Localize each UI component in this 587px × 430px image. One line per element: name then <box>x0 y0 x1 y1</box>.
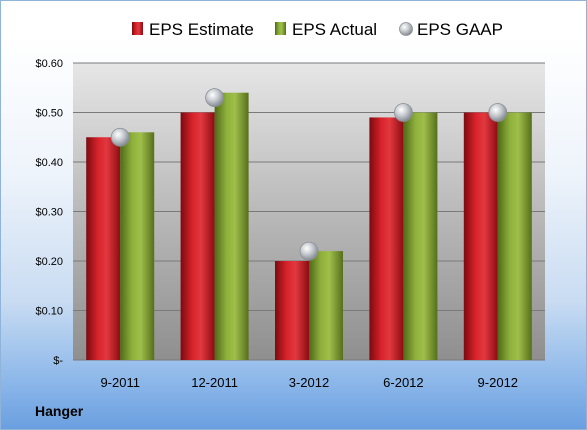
bar-eps-actual <box>497 112 532 360</box>
y-tick-label: $0.10 <box>35 306 63 318</box>
legend-label: EPS Actual <box>292 20 377 39</box>
y-tick-label: $0.50 <box>35 108 63 120</box>
legend-swatch <box>275 22 286 35</box>
legend-label: EPS GAAP <box>417 20 503 39</box>
x-category-label: 9-2012 <box>478 375 518 390</box>
y-tick-label: $0.40 <box>35 157 63 169</box>
marker-eps-gaap <box>488 103 508 122</box>
marker-eps-gaap <box>299 241 319 261</box>
y-tick-label: $0.30 <box>35 207 63 219</box>
legend-swatch <box>399 22 413 36</box>
bar-eps-actual <box>120 132 155 360</box>
marker-eps-gaap <box>205 88 225 108</box>
company-name: Hanger <box>35 403 84 419</box>
x-category-label: 12-2011 <box>191 375 238 390</box>
bar-eps-estimate <box>369 117 404 360</box>
y-tick-label: $0.60 <box>35 58 63 70</box>
legend-label: EPS Estimate <box>149 20 254 39</box>
marker-eps-gaap <box>110 127 130 147</box>
bar-eps-actual <box>403 112 438 360</box>
marker-eps-gaap <box>393 103 413 122</box>
bar-eps-estimate <box>463 112 498 360</box>
y-tick-label: $- <box>53 355 63 367</box>
x-category-label: 9-2011 <box>100 375 140 390</box>
bar-eps-actual <box>309 251 343 360</box>
bar-eps-estimate <box>275 261 309 360</box>
x-category-label: 6-2012 <box>383 375 423 390</box>
bar-eps-actual <box>214 92 249 360</box>
bar-eps-estimate <box>180 112 215 360</box>
legend-swatch <box>132 22 143 35</box>
y-tick-label: $0.20 <box>35 256 63 268</box>
bar-eps-estimate <box>86 137 121 360</box>
x-category-label: 3-2012 <box>289 375 329 390</box>
